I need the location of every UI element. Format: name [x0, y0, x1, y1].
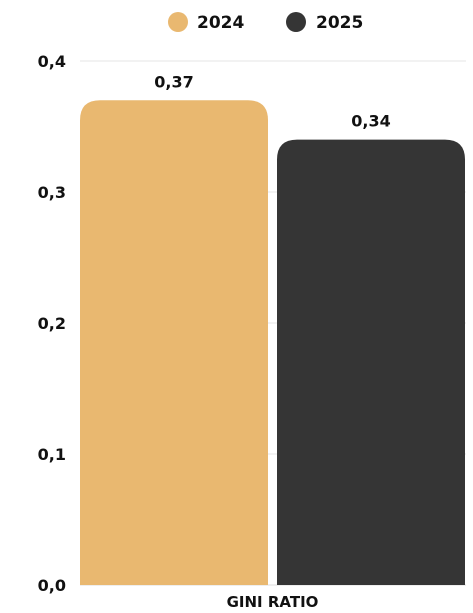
y-tick-label: 0,1 — [38, 445, 66, 464]
legend[interactable]: 2024 2025 — [168, 12, 363, 33]
category-label: GINI RATIO — [227, 593, 319, 611]
bar-2024[interactable] — [80, 100, 268, 586]
y-axis-ticks: 0,0 0,1 0,2 0,3 0,4 — [38, 52, 66, 595]
legend-swatch-2025 — [286, 12, 306, 32]
y-tick-label: 0,4 — [38, 52, 66, 71]
y-tick-label: 0,2 — [38, 314, 66, 333]
value-label-2025: 0,34 — [351, 112, 390, 131]
value-labels: 0,37 0,34 — [154, 72, 390, 130]
bar-2025[interactable] — [277, 139, 465, 585]
legend-swatch-2024 — [168, 12, 188, 32]
x-axis-categories: GINI RATIO — [227, 593, 319, 611]
legend-item-2025[interactable]: 2025 — [286, 12, 363, 33]
legend-label-2024: 2024 — [197, 13, 244, 33]
legend-item-2024[interactable]: 2024 — [168, 12, 244, 33]
value-label-2024: 0,37 — [154, 72, 193, 91]
y-tick-label: 0,0 — [38, 576, 66, 595]
bars — [80, 100, 465, 586]
y-tick-label: 0,3 — [38, 183, 66, 202]
legend-label-2025: 2025 — [316, 13, 363, 33]
